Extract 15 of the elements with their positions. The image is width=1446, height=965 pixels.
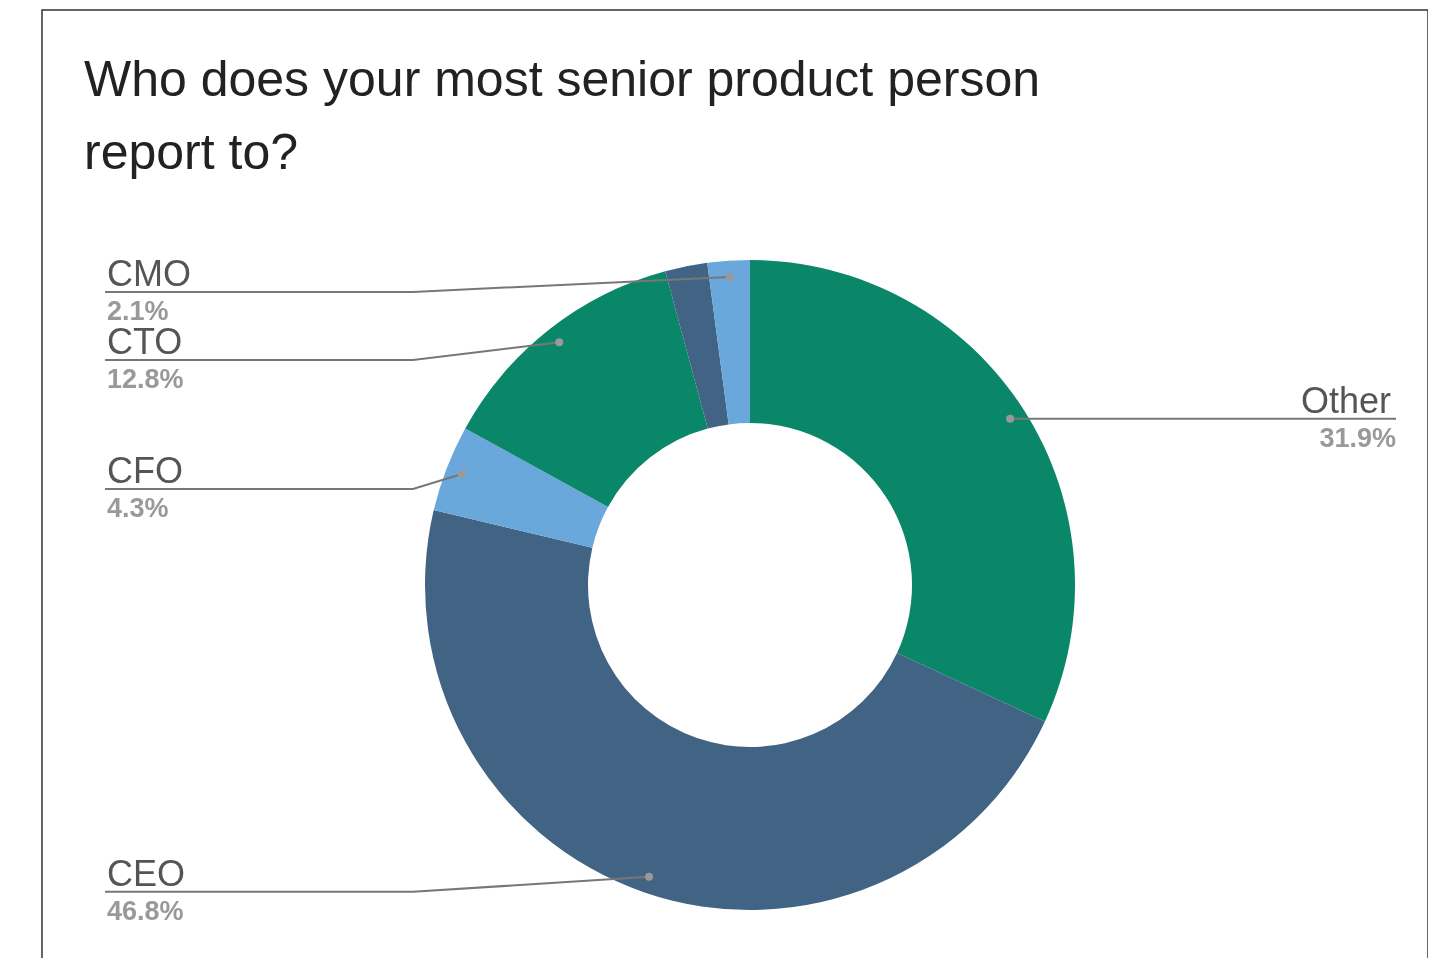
- slice-label: CFO: [107, 450, 183, 492]
- chart-title: Who does your most senior product person report to?: [84, 51, 1041, 180]
- slice-label: Other: [1300, 379, 1391, 421]
- donut-slice: [433, 428, 609, 548]
- donut-slice: [465, 271, 708, 507]
- slice-label: CMO: [107, 252, 191, 294]
- donut-slice: [750, 260, 1075, 722]
- donut-slice: [425, 510, 1045, 910]
- donut-slice: [707, 260, 750, 425]
- data-label: 31.9%: [1319, 422, 1396, 453]
- slice-label: CEO: [107, 852, 186, 894]
- data-label: 12.8%: [107, 363, 184, 394]
- data-label: 46.8%: [107, 895, 184, 926]
- donut-slice: [665, 262, 729, 429]
- data-label: 4.3%: [107, 493, 169, 524]
